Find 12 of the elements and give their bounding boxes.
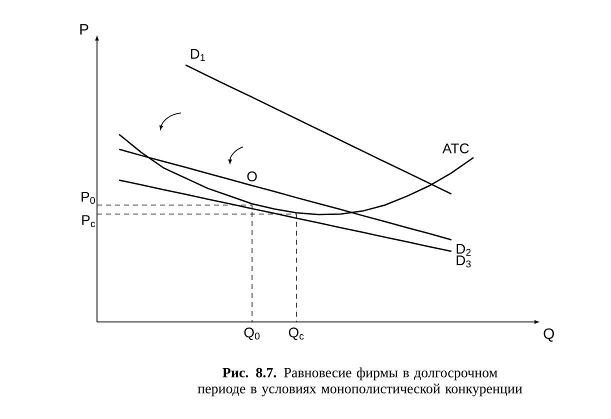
- series-label: ATC: [442, 143, 469, 154]
- y-axis-title: P: [80, 24, 88, 34]
- series-label: D$_{1}$: [190, 49, 205, 61]
- ref-line-label: P$_{0}$: [82, 192, 95, 204]
- series-label: D$_{2}$: [456, 244, 471, 256]
- annotation: O: [247, 171, 257, 182]
- x-tick-label: Q$_{c}$: [288, 328, 304, 340]
- x-axis-title: Q: [544, 328, 554, 342]
- x-tick-label: Q$_{0}$: [244, 328, 260, 340]
- series-label: D$_{3}$: [456, 256, 471, 268]
- text: Рис. 8.7. Равновесие фирмы в долгосрочном периоде в условиях монополистической конкуренции: [198, 368, 522, 396]
- ref-line-label: P$_{c}$: [82, 215, 96, 228]
